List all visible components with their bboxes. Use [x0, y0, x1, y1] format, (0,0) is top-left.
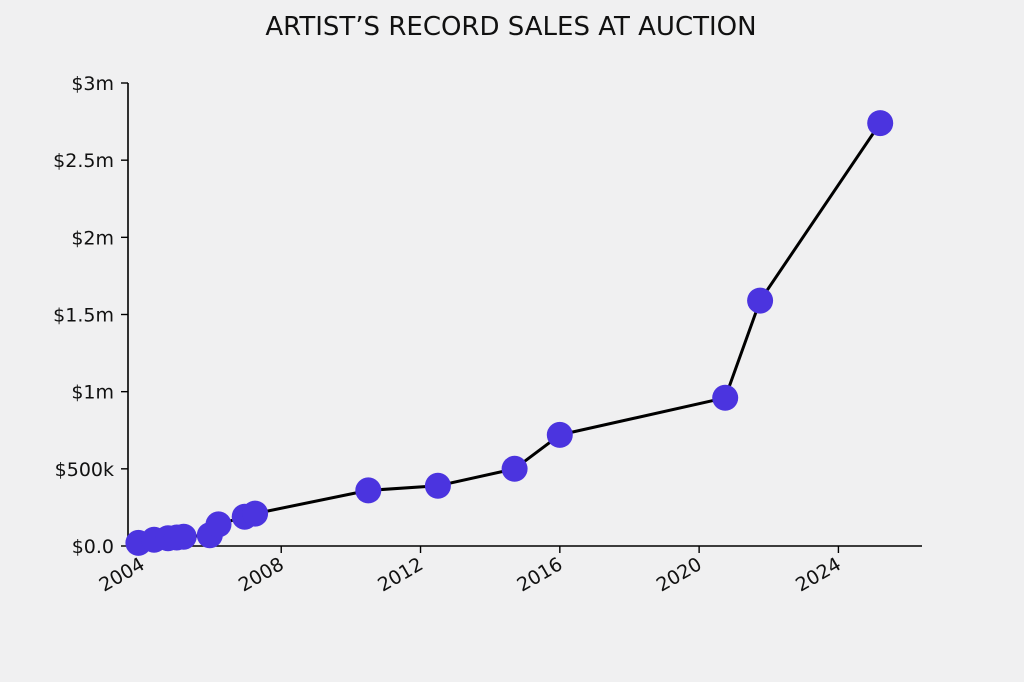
y-tick-label: $1.5m [53, 305, 114, 327]
data-point [355, 477, 382, 504]
y-tick-label: $2m [71, 227, 114, 249]
data-point [424, 472, 451, 499]
data-point [205, 511, 232, 538]
x-tick-label: 2012 [374, 553, 427, 596]
y-tick-label: $500k [55, 459, 114, 481]
data-point [170, 523, 197, 550]
x-tick-label: 2020 [653, 553, 706, 596]
data-point [242, 500, 269, 527]
y-tick-label: $2.5m [53, 150, 114, 172]
chart-title: ARTIST’S RECORD SALES AT AUCTION [265, 12, 756, 42]
x-tick-label: 2024 [792, 553, 845, 596]
data-point [712, 384, 739, 411]
y-tick-label: $3m [71, 73, 114, 95]
x-tick-label: 2008 [235, 553, 288, 596]
axes: $0.0 $500k $1m $1.5m $2m $2.5m $3m 2004 2008 2012… [53, 73, 922, 597]
y-tick-label: $0.0 [72, 536, 114, 558]
y-tick-label: $1m [71, 382, 114, 404]
data-point [546, 421, 573, 448]
x-tick-label: 2004 [96, 553, 149, 596]
data-point [867, 110, 894, 137]
data-point [747, 287, 774, 314]
data-point [501, 455, 528, 482]
x-tick-label: 2016 [513, 553, 566, 596]
series-layer [125, 110, 894, 556]
